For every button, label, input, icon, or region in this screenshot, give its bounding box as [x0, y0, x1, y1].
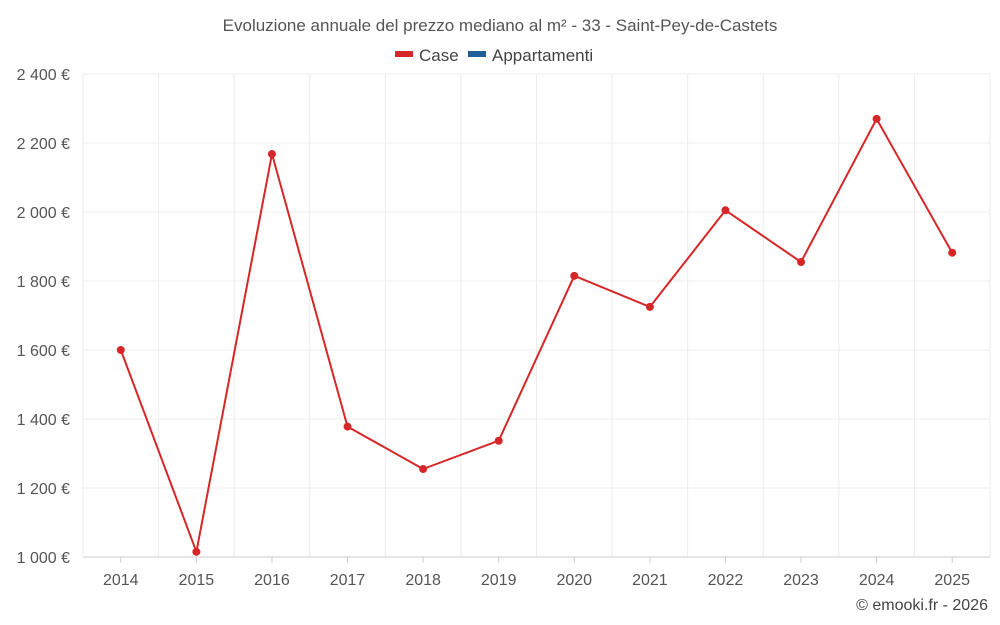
x-tick-label: 2017	[330, 572, 366, 589]
x-tick-label: 2024	[859, 572, 895, 589]
y-tick-label: 1 000 €	[17, 550, 70, 567]
x-tick-label: 2020	[556, 572, 592, 589]
x-axis-ticks: 2014 2015 2016 2017 2018 2019 2020 2021 2022 2023…	[103, 557, 970, 589]
legend-item-appartamenti[interactable]: Appartamenti	[468, 46, 593, 65]
x-tick-label: 2023	[783, 572, 819, 589]
data-point-2023[interactable]	[797, 258, 806, 267]
x-tick-label: 2019	[481, 572, 517, 589]
legend-label-appartamenti: Appartamenti	[492, 46, 593, 65]
data-point-2020[interactable]	[570, 271, 579, 280]
x-tick-label: 2025	[934, 572, 970, 589]
y-tick-label: 2 400 €	[17, 67, 70, 84]
y-tick-label: 2 200 €	[17, 136, 70, 153]
x-tick-label: 2021	[632, 572, 668, 589]
x-tick-label: 2022	[708, 572, 744, 589]
y-tick-label: 1 200 €	[17, 481, 70, 498]
x-tick-label: 2014	[103, 572, 139, 589]
legend-label-case: Case	[419, 46, 459, 65]
data-point-2025[interactable]	[948, 248, 957, 257]
data-point-2019[interactable]	[494, 436, 503, 445]
y-tick-label: 1 400 €	[17, 412, 70, 429]
series-case	[116, 114, 957, 556]
data-point-2015[interactable]	[192, 547, 201, 556]
data-point-2017[interactable]	[343, 422, 352, 431]
y-tick-label: 1 800 €	[17, 274, 70, 291]
legend-item-case[interactable]: Case	[395, 46, 459, 65]
legend-swatch-appartamenti	[468, 51, 486, 57]
data-point-2021[interactable]	[645, 302, 654, 311]
y-axis-ticks: 1 000 € 1 200 € 1 400 € 1 600 € 1 800 € 2 000…	[17, 67, 70, 567]
data-point-2014[interactable]	[116, 346, 125, 354]
y-tick-label: 2 000 €	[17, 205, 70, 222]
data-point-2024[interactable]	[872, 114, 881, 123]
data-point-2018[interactable]	[419, 465, 428, 474]
x-gridlines	[82, 74, 991, 557]
credit-text: © emooki.fr - 2026	[856, 597, 988, 614]
data-point-2016[interactable]	[267, 150, 276, 159]
legend: Case Appartamenti	[395, 46, 593, 65]
data-point-2022[interactable]	[721, 206, 730, 215]
legend-swatch-case	[395, 51, 413, 57]
chart-title: Evoluzione annuale del prezzo mediano al…	[223, 16, 778, 35]
x-tick-label: 2016	[254, 572, 290, 589]
x-tick-label: 2015	[179, 572, 215, 589]
x-tick-label: 2018	[405, 572, 441, 589]
y-tick-label: 1 600 €	[17, 343, 70, 360]
series-line-case	[119, 117, 954, 553]
